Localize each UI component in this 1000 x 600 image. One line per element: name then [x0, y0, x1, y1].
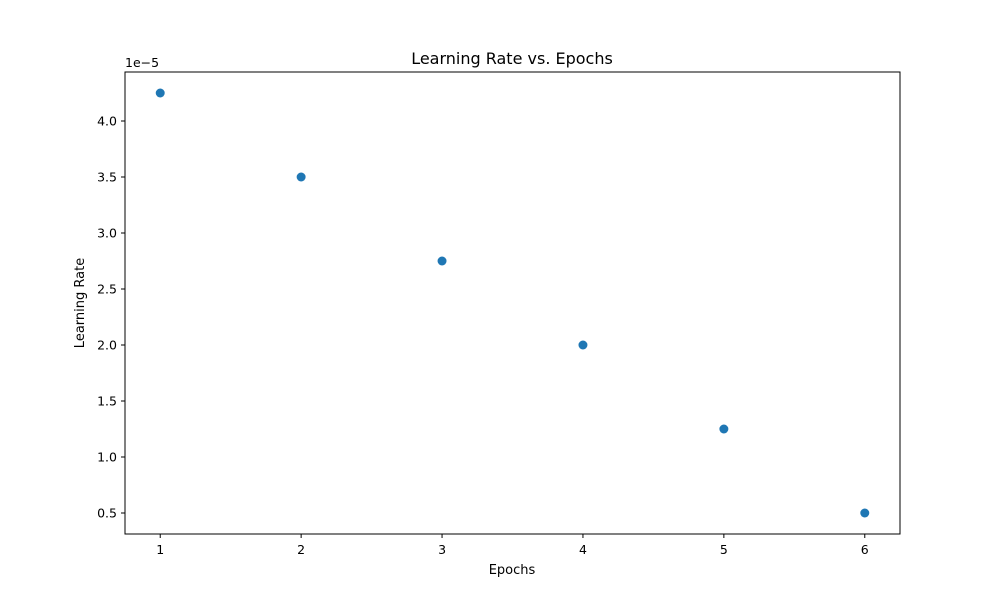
x-tick-label: 5: [720, 542, 728, 557]
data-points: [155, 88, 870, 518]
chart-title: Learning Rate vs. Epochs: [411, 49, 613, 68]
y-tick-label: 3.5: [97, 170, 117, 185]
y-tick-label: 2.0: [97, 338, 117, 353]
x-tick-label: 1: [156, 542, 164, 557]
data-point: [155, 88, 165, 98]
data-point: [437, 256, 447, 266]
y-tick-label: 2.5: [97, 282, 117, 297]
y-tick-label: 3.0: [97, 226, 117, 241]
x-axis-ticks: 1 2 3 4 5 6: [156, 534, 869, 557]
x-tick-label: 4: [579, 542, 587, 557]
data-point: [296, 172, 306, 182]
x-axis-label: Epochs: [489, 563, 536, 578]
y-tick-label: 1.0: [97, 450, 117, 465]
y-axis-offset-label: 1e−5: [125, 55, 159, 70]
y-axis-ticks: 0.5 1.0 1.5 2.0 2.5 3.0 3.5 4.0: [97, 114, 125, 521]
data-point: [860, 508, 870, 518]
data-point: [578, 340, 588, 350]
x-tick-label: 3: [438, 542, 446, 557]
y-tick-label: 4.0: [97, 114, 117, 129]
plot-frame: [124, 71, 901, 535]
data-point: [719, 424, 729, 434]
y-tick-label: 0.5: [97, 506, 117, 521]
y-tick-label: 1.5: [97, 394, 117, 409]
x-tick-label: 2: [297, 542, 305, 557]
y-axis-label: Learning Rate: [73, 258, 88, 348]
x-tick-label: 6: [861, 542, 869, 557]
